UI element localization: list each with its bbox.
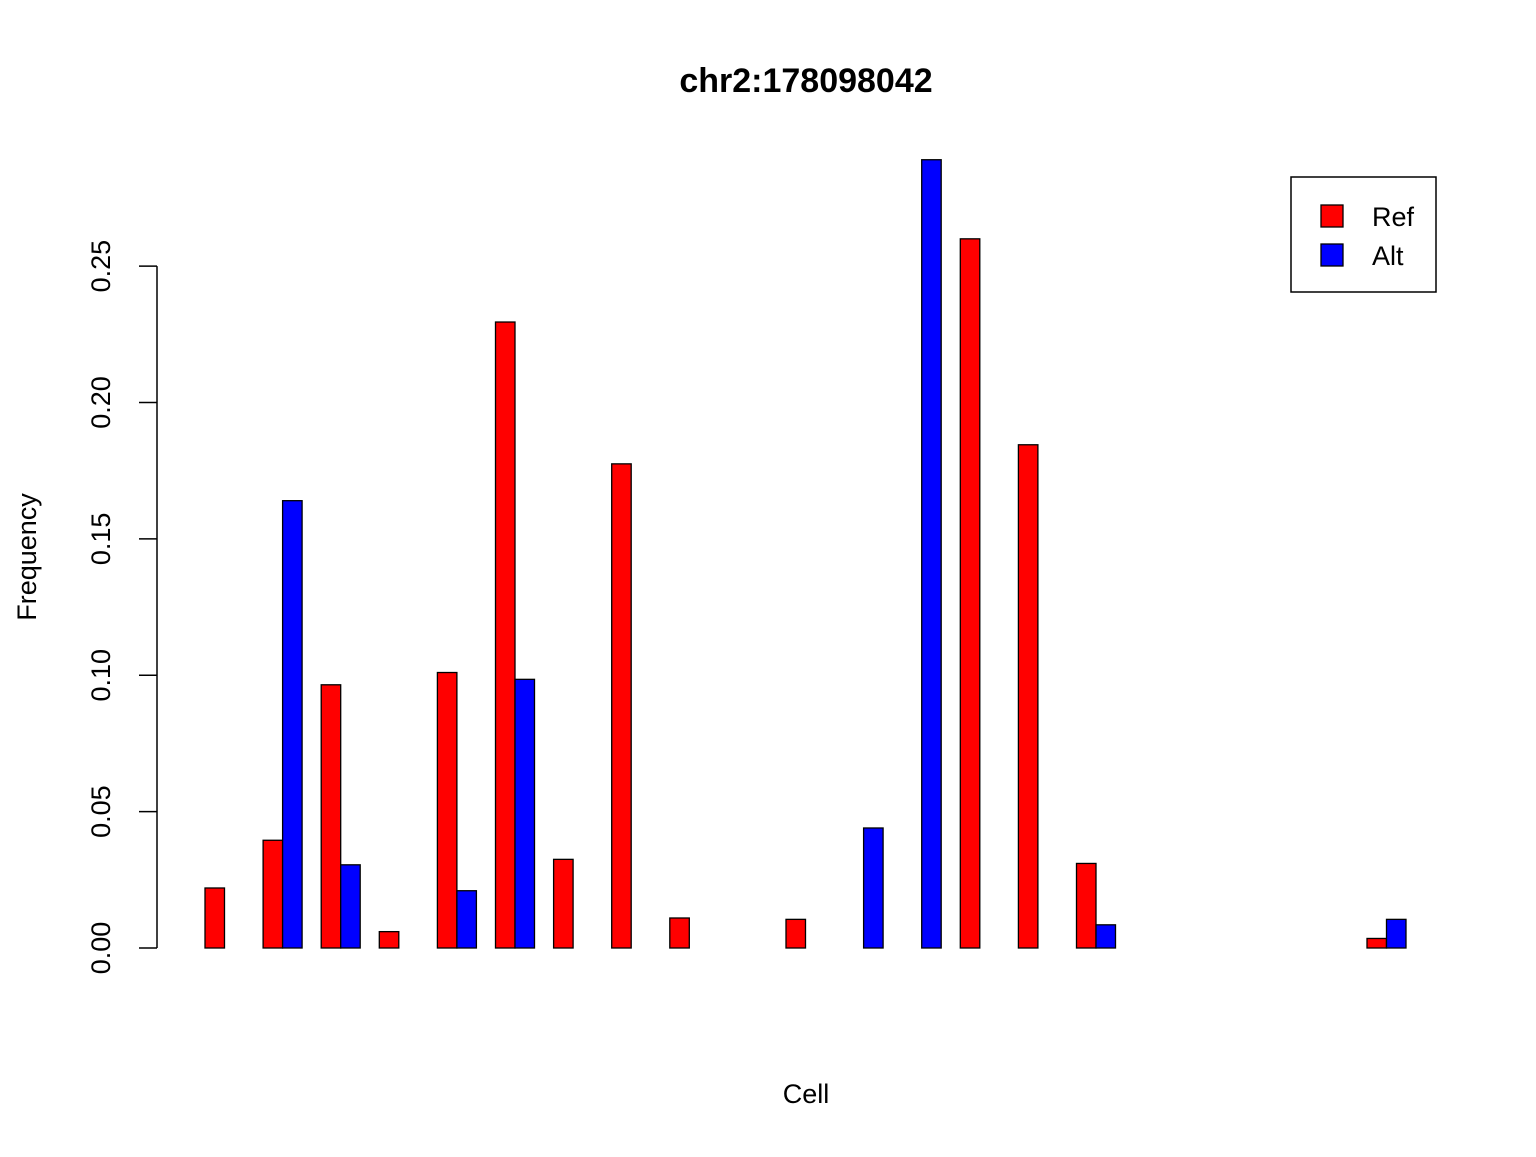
bar-ref-6 <box>494 321 516 949</box>
y-axis-label: Frequency <box>12 493 42 621</box>
bar-ref-14 <box>959 238 981 949</box>
y-tick-label: 0.05 <box>86 785 116 838</box>
legend-label-alt: Alt <box>1372 241 1404 271</box>
y-tick-label: 0.25 <box>86 240 116 293</box>
bar-alt-13 <box>921 159 942 949</box>
bar-alt-16 <box>1095 924 1117 949</box>
bar-ref-11 <box>785 918 807 949</box>
bar-ref-21 <box>1366 937 1388 949</box>
bar-alt-3 <box>340 864 361 949</box>
legend-swatch-ref <box>1320 204 1344 228</box>
bar-ref-4 <box>378 930 400 949</box>
y-tick-label: 0.15 <box>86 513 116 566</box>
bar-ref-16 <box>1075 862 1097 949</box>
bar-ref-15 <box>1017 444 1039 949</box>
y-tick-label: 0.20 <box>86 376 116 429</box>
bar-ref-5 <box>436 671 458 949</box>
bar-ref-7 <box>552 858 574 949</box>
x-axis-label: Cell <box>783 1079 830 1109</box>
chart-title: chr2:178098042 <box>679 62 932 100</box>
legend-swatch-alt <box>1320 243 1344 267</box>
bar-alt-5 <box>456 890 478 949</box>
y-axis: 0.00 0.05 0.10 0.15 0.20 0.25 <box>86 240 158 975</box>
bars-group <box>204 159 1407 949</box>
y-tick-label: 0.10 <box>86 649 116 702</box>
bar-alt-6 <box>514 678 536 949</box>
y-tick-label: 0.00 <box>86 922 116 975</box>
bar-alt-12 <box>862 827 884 949</box>
legend-label-ref: Ref <box>1372 202 1415 232</box>
bar-ref-9 <box>669 917 690 949</box>
bar-ref-3 <box>320 684 342 949</box>
bar-ref-8 <box>611 463 632 949</box>
legend-box <box>1290 176 1437 293</box>
bar-alt-2 <box>281 500 303 949</box>
bar-ref-2 <box>262 839 284 949</box>
bar-alt-21 <box>1385 918 1407 949</box>
bar-ref-1 <box>204 887 226 949</box>
legend: Ref Alt <box>1290 176 1437 293</box>
